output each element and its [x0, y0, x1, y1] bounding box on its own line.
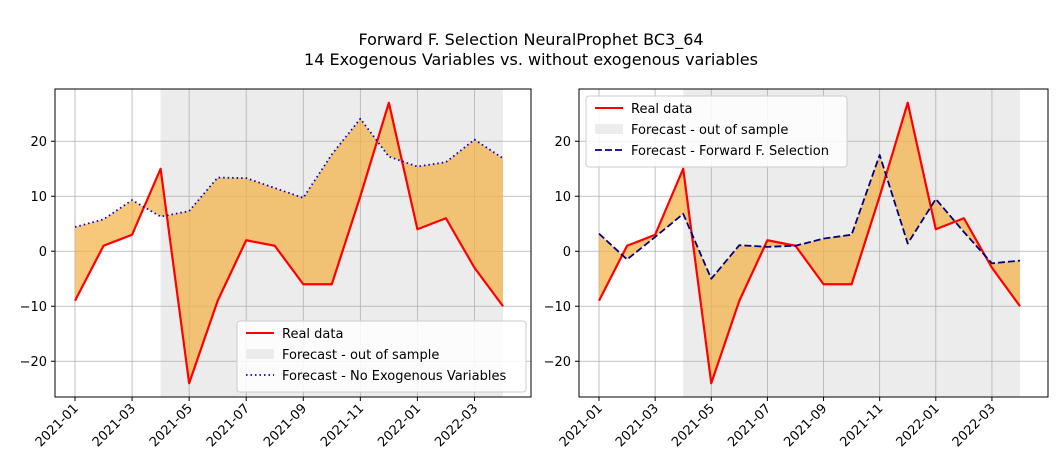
left-legend-box — [236, 320, 527, 393]
right-y-tick-label: 0 — [563, 245, 571, 260]
right-legend-label: Forecast - out of sample — [631, 123, 788, 138]
right-x-tick-label: 2022-01 — [894, 401, 943, 450]
right-legend: Real data Forecast - out of sample Forecas… — [585, 95, 848, 168]
right-x-tick-label: 2022-03 — [950, 401, 999, 450]
left-legend-out-of-sample-swatch — [246, 349, 274, 359]
figure-title-line-1: Forward F. Selection NeuralProphet BC3_6… — [358, 30, 704, 49]
right-series-real-data-line — [598, 101, 1021, 385]
figure-title-line-2: 14 Exogenous Variables vs. without exoge… — [304, 50, 758, 69]
left-x-tick-label: 2021-01 — [33, 401, 82, 450]
right-y-tick-label: 10 — [554, 190, 571, 205]
right-axes-frame — [578, 88, 1049, 398]
left-y-tick-label: 20 — [30, 135, 47, 150]
right-legend-out-of-sample-swatch — [595, 124, 623, 134]
right-x-tick-label: 2021-05 — [669, 401, 718, 450]
right-y-tick-label: −10 — [544, 300, 571, 315]
right-legend-box — [585, 95, 848, 168]
left-fill-between-area — [75, 102, 503, 384]
left-legend-label: Forecast - No Exogenous Variables — [282, 369, 506, 384]
left-x-tick-label: 2021-09 — [261, 401, 310, 450]
right-legend-label: Real data — [631, 102, 692, 117]
left-y-tick-label: −20 — [20, 355, 47, 370]
right-legend-label: Forecast - Forward F. Selection — [631, 144, 829, 159]
left-x-tick-label: 2021-07 — [204, 401, 253, 450]
left-legend: Real data Forecast - out of sample Forecas… — [236, 320, 527, 393]
right-x-tick-label: 2021-11 — [837, 401, 886, 450]
right-x-tick-label: 2021-09 — [781, 401, 830, 450]
left-y-tick-label: 0 — [39, 245, 47, 260]
left-legend-label: Real data — [282, 327, 343, 342]
left-x-tick-label: 2022-03 — [432, 401, 481, 450]
right-x-tick-label: 2021-03 — [613, 401, 662, 450]
left-x-tick-label: 2021-03 — [90, 401, 139, 450]
right-plot-area — [579, 89, 1048, 397]
left-y-tick-label: −10 — [20, 300, 47, 315]
right-y-tick-label: −20 — [544, 355, 571, 370]
left-series-real-data-line — [74, 101, 504, 385]
left-y-tick-label: 10 — [30, 190, 47, 205]
left-x-tick-label: 2021-11 — [318, 401, 367, 450]
left-series-forecast-line — [74, 117, 504, 228]
right-x-tick-label: 2021-07 — [725, 401, 774, 450]
right-series-forecast-line — [598, 154, 1021, 280]
right-x-tick-label: 2021-01 — [557, 401, 606, 450]
right-y-tick-label: 20 — [554, 135, 571, 150]
left-x-tick-label: 2021-05 — [147, 401, 196, 450]
left-x-tick-label: 2022-01 — [375, 401, 424, 450]
left-axes-frame — [54, 88, 532, 398]
left-legend-label: Forecast - out of sample — [282, 348, 439, 363]
